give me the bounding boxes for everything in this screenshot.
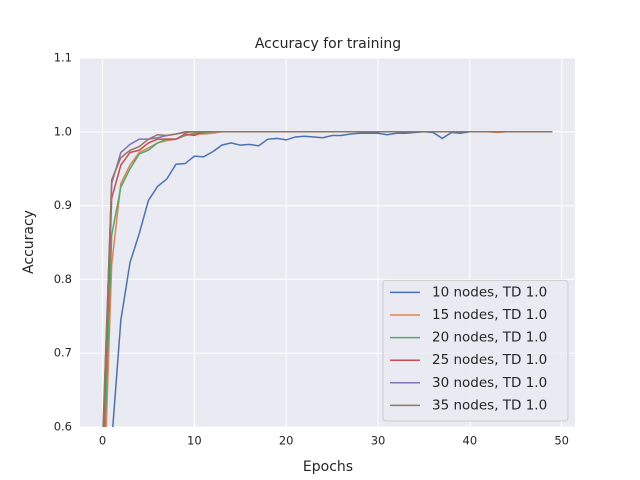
x-tick-label: 10 (187, 434, 202, 448)
legend-box (382, 279, 569, 422)
y-tick-label: 0.9 (54, 198, 72, 212)
x-axis-label: Epochs (303, 459, 353, 475)
y-axis-label: Accuracy (21, 210, 37, 274)
x-tick-label: 30 (371, 434, 386, 448)
series-line (102, 131, 553, 427)
x-tick-label: 50 (554, 434, 569, 448)
x-tick-label: 0 (99, 434, 106, 448)
y-tick-label: 0.8 (54, 272, 72, 286)
y-tick-label: 0.6 (54, 420, 72, 434)
x-tick-label: 20 (279, 434, 294, 448)
chart-title: Accuracy for training (255, 36, 401, 52)
legend-label: 10 nodes, TD 1.0 (432, 284, 547, 300)
legend-label: 20 nodes, TD 1.0 (432, 330, 547, 346)
legend-label: 30 nodes, TD 1.0 (432, 375, 547, 391)
x-tick-label: 40 (463, 434, 478, 448)
legend-label: 35 nodes, TD 1.0 (432, 397, 547, 413)
y-tick-label: 1.0 (54, 124, 72, 138)
legend-label: 15 nodes, TD 1.0 (432, 307, 547, 323)
legend-label: 25 nodes, TD 1.0 (432, 352, 547, 368)
y-tick-label: 1.1 (54, 51, 72, 65)
y-tick-label: 0.7 (54, 346, 72, 360)
